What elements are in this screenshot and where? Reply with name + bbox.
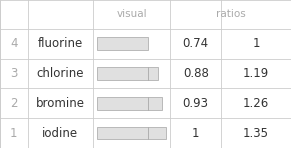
Text: 0.74: 0.74 bbox=[183, 37, 209, 50]
Text: bromine: bromine bbox=[36, 97, 85, 110]
Text: 0.93: 0.93 bbox=[183, 97, 209, 110]
Text: 1.19: 1.19 bbox=[243, 67, 269, 80]
Bar bbox=[97, 127, 166, 139]
Text: fluorine: fluorine bbox=[38, 37, 83, 50]
Bar bbox=[97, 97, 162, 110]
Text: 4: 4 bbox=[10, 37, 17, 50]
Text: 0.88: 0.88 bbox=[183, 67, 209, 80]
Text: 3: 3 bbox=[10, 67, 17, 80]
Text: 2: 2 bbox=[10, 97, 17, 110]
Text: visual: visual bbox=[116, 9, 147, 19]
Text: 1: 1 bbox=[252, 37, 260, 50]
Text: iodine: iodine bbox=[42, 127, 79, 140]
Bar bbox=[97, 37, 148, 50]
Text: ratios: ratios bbox=[216, 9, 246, 19]
Text: 1: 1 bbox=[10, 127, 17, 140]
Text: 1.26: 1.26 bbox=[243, 97, 269, 110]
Bar bbox=[97, 67, 158, 80]
Text: chlorine: chlorine bbox=[37, 67, 84, 80]
Text: 1.35: 1.35 bbox=[243, 127, 269, 140]
Text: 1: 1 bbox=[192, 127, 199, 140]
